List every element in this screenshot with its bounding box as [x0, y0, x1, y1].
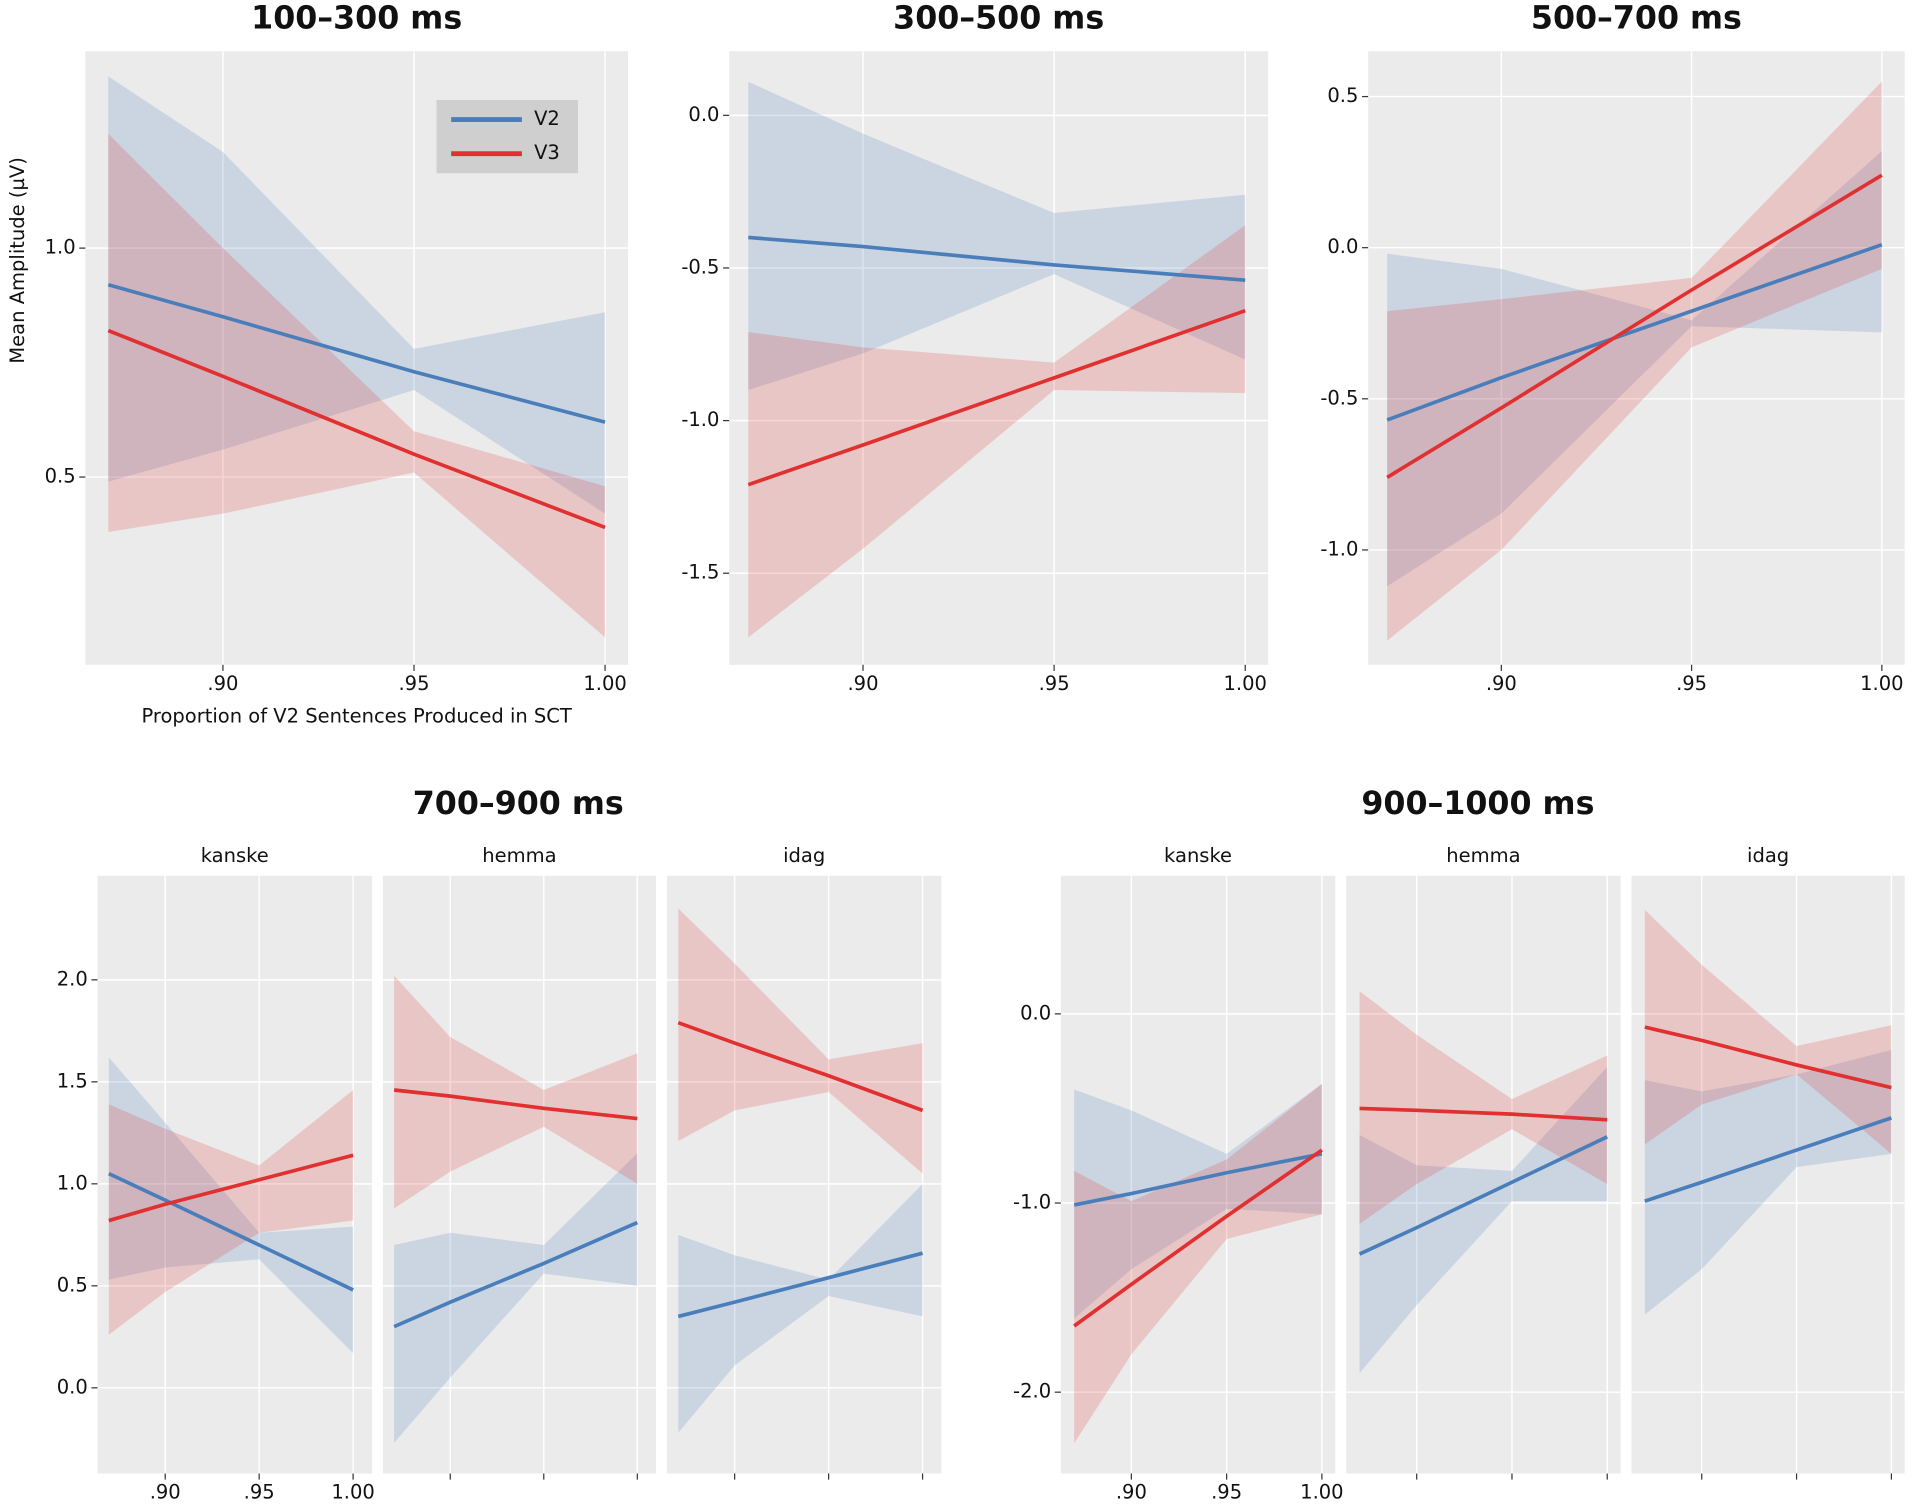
plot-background [667, 875, 942, 1474]
confidence-band [1074, 1083, 1322, 1444]
confidence-band [678, 908, 923, 1174]
line [393, 1088, 638, 1121]
y-tick-label: 1.0 [57, 1171, 88, 1194]
line [1073, 1148, 1323, 1328]
y-tick-label: 0.0 [1327, 235, 1358, 258]
y-tick-label: 0.0 [1020, 1001, 1051, 1024]
line [677, 1251, 924, 1319]
plot-background [1346, 875, 1621, 1474]
legend-label: V2 [534, 107, 560, 130]
chart-title: 700–900 ms [413, 786, 624, 822]
x-axis-label: Proportion of V2 Sentences Produced in S… [141, 705, 571, 728]
facet-label: idag [783, 844, 825, 867]
confidence-band [748, 81, 1246, 391]
confidence-band [1074, 1083, 1322, 1319]
x-tick-label: 1.00 [331, 1481, 374, 1504]
facet-label: idag [1747, 844, 1789, 867]
chart-title: 100–300 ms [251, 1, 462, 37]
confidence-band [1359, 991, 1608, 1224]
confidence-band [108, 133, 606, 638]
x-tick-label: .90 [207, 672, 238, 695]
legend-box [436, 100, 578, 174]
y-tick-label: 0.0 [57, 1375, 88, 1398]
plot-background [382, 875, 657, 1474]
facet-label: kanske [1164, 844, 1232, 867]
x-tick-label: .95 [244, 1481, 275, 1504]
plot-background [97, 875, 372, 1474]
line [1358, 1135, 1609, 1256]
confidence-band [1387, 150, 1882, 587]
confidence-band [678, 1183, 923, 1433]
line [1644, 1116, 1892, 1203]
y-tick-label: 2.0 [57, 967, 88, 990]
plot-background [729, 51, 1269, 665]
line [1073, 1152, 1323, 1207]
confidence-band [748, 225, 1246, 638]
confidence-band [108, 76, 606, 514]
x-tick-label: 1.00 [583, 672, 626, 695]
line [747, 308, 1246, 487]
chart-title: 300–500 ms [893, 1, 1104, 37]
x-tick-label: .95 [1039, 672, 1070, 695]
confidence-band [108, 1090, 354, 1335]
x-tick-label: .90 [847, 672, 878, 695]
plot-background [1368, 51, 1905, 665]
confidence-band [394, 1153, 638, 1443]
x-tick-label: .90 [150, 1481, 181, 1504]
x-tick-label: .95 [1211, 1481, 1242, 1504]
confidence-band [1644, 909, 1892, 1154]
y-tick-label: -1.0 [681, 408, 719, 431]
y-tick-label: -0.5 [1320, 386, 1358, 409]
y-tick-label: 0.5 [57, 1273, 88, 1296]
x-tick-label: .95 [1676, 672, 1707, 695]
line [1359, 1106, 1608, 1122]
chart-title: 500–700 ms [1531, 1, 1742, 37]
y-tick-label: 0.0 [688, 103, 719, 126]
y-tick-label: 1.5 [57, 1069, 88, 1092]
line [677, 1020, 924, 1113]
line [1644, 1025, 1892, 1090]
chart-title: 900–1000 ms [1361, 786, 1594, 822]
line [107, 282, 606, 424]
y-tick-label: 0.5 [1327, 84, 1358, 107]
line [393, 1220, 639, 1329]
legend-label: V3 [534, 141, 560, 164]
facet-label: hemma [1446, 844, 1520, 867]
confidence-band [394, 975, 638, 1209]
y-tick-label: 0.5 [45, 465, 76, 488]
x-tick-label: 1.00 [1300, 1481, 1343, 1504]
confidence-band [1644, 1049, 1892, 1315]
facet-label: hemma [482, 844, 556, 867]
x-tick-label: .90 [1116, 1481, 1147, 1504]
line [108, 1171, 354, 1292]
facet-label: kanske [201, 844, 269, 867]
x-tick-label: .90 [1486, 672, 1517, 695]
y-axis-label: Mean Amplitude (µV) [6, 157, 29, 363]
line [108, 1153, 354, 1223]
y-tick-label: -1.5 [681, 561, 719, 584]
line [1386, 173, 1883, 479]
y-tick-label: 1.0 [45, 236, 76, 259]
line [748, 235, 1246, 282]
y-tick-label: -0.5 [681, 255, 719, 278]
y-tick-label: -1.0 [1320, 537, 1358, 560]
confidence-band [1387, 81, 1882, 641]
confidence-band [108, 1057, 354, 1354]
line [1386, 242, 1883, 422]
line [107, 328, 606, 530]
x-tick-label: 1.00 [1224, 672, 1267, 695]
y-tick-label: -1.0 [1013, 1191, 1051, 1214]
confidence-band [1359, 1066, 1608, 1374]
y-tick-label: -2.0 [1013, 1380, 1051, 1403]
x-tick-label: .95 [398, 672, 429, 695]
plot-background [1631, 875, 1905, 1474]
x-tick-label: 1.00 [1860, 672, 1903, 695]
